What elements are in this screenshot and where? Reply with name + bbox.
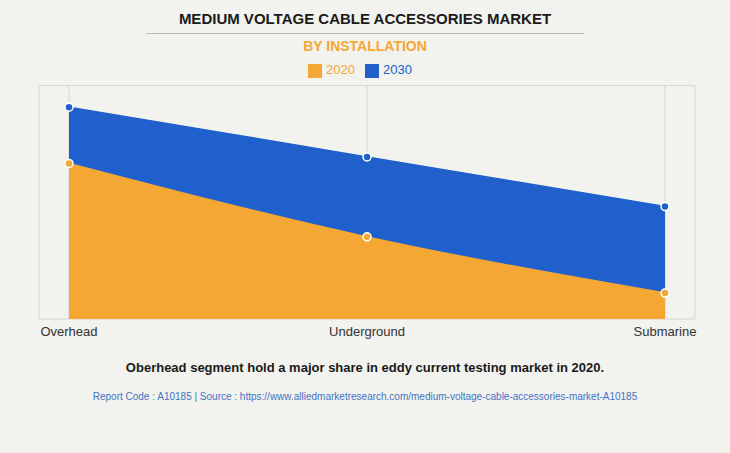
html-text:2020: 2020 [326,62,355,77]
html-text:BY INSTALLATION: BY INSTALLATION [303,38,427,54]
html-text:Oberhead segment hold a major: Oberhead segment hold a major share in e… [125,360,605,375]
html-text:MEDIUM VOLTAGE CABLE ACCESSORI: MEDIUM VOLTAGE CABLE ACCESSORIES MARKET [178,10,552,27]
svg-text:Underground: Underground [329,324,405,339]
svg-text:Submarine: Submarine [634,324,697,339]
html-text:Report Code : A10185 | Source: Report Code : A10185 | Source : https://… [92,391,638,402]
html-text:2030: 2030 [383,62,412,77]
svg-text:Overhead: Overhead [40,324,97,339]
